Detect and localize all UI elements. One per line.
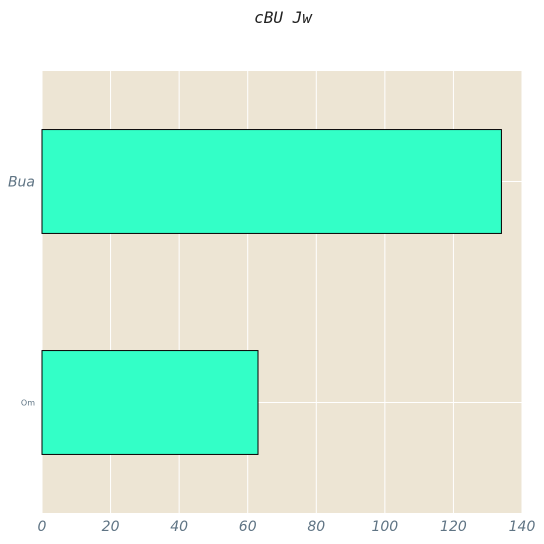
x-tick-label: 60 xyxy=(239,519,257,535)
x-tick-label: 40 xyxy=(170,519,188,535)
x-tick-label: 100 xyxy=(371,519,398,535)
chart-title: cBU Jw xyxy=(254,8,313,27)
x-tick-label: 0 xyxy=(38,519,47,535)
bars xyxy=(41,129,502,455)
y-category-label: Bua xyxy=(8,175,35,191)
bar-om xyxy=(41,350,259,455)
x-tick-label: 140 xyxy=(509,519,536,535)
x-axis-ticks: 0 20 40 60 80 100 120 140 xyxy=(38,519,536,535)
y-axis-categories: Om Bua xyxy=(8,175,35,408)
x-tick-label: 20 xyxy=(102,519,120,535)
y-category-label: Om xyxy=(21,399,35,408)
bar-bua xyxy=(41,129,502,234)
x-tick-label: 80 xyxy=(307,519,325,535)
x-tick-label: 120 xyxy=(440,519,467,535)
